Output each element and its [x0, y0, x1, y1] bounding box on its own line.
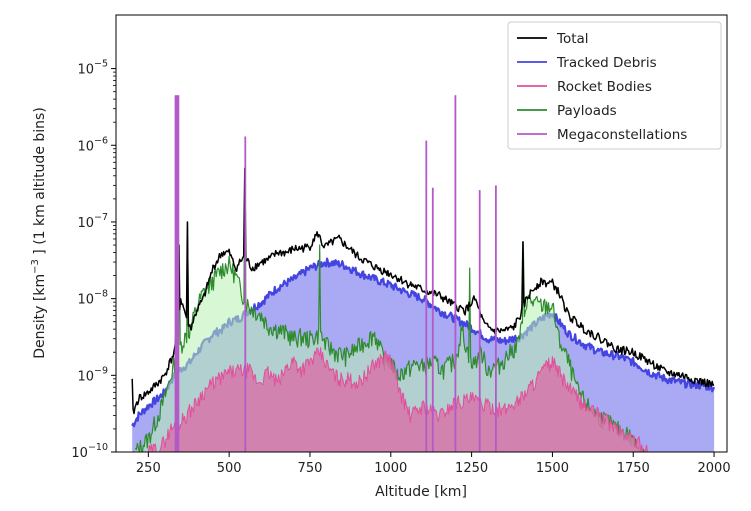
- x-axis-label: Altitude [km]: [375, 484, 467, 500]
- megaconstellation-spike: [495, 185, 497, 452]
- x-tick-label: 1250: [455, 461, 488, 476]
- legend-label: Rocket Bodies: [557, 79, 652, 95]
- x-tick-label: 750: [298, 461, 323, 476]
- x-tick-label: 2000: [698, 461, 731, 476]
- y-tick-label: 10−7: [77, 212, 108, 231]
- x-tick-label: 1000: [374, 461, 407, 476]
- megaconstellation-spike: [425, 140, 428, 452]
- megaconstellation-spike: [174, 95, 178, 452]
- legend-label: Total: [556, 31, 589, 47]
- y-axis-label-prefix: Density [km: [32, 274, 48, 359]
- megaconstellation-spike: [431, 187, 434, 452]
- rocket-bodies-area: [148, 347, 650, 452]
- y-tick-label: 10−9: [77, 365, 108, 384]
- megaconstellation-spike: [244, 136, 247, 452]
- x-tick-label: 500: [217, 461, 242, 476]
- series-layer: [131, 95, 716, 452]
- legend-label: Megaconstellations: [557, 127, 687, 143]
- x-axis: 250 500 750 1000 1250 1500 1750 2000: [136, 452, 731, 476]
- y-tick-label: 10−6: [77, 135, 108, 154]
- y-axis: 10−10 10−9 10−8 10−7 10−6 10−5: [71, 59, 116, 461]
- legend-box: [507, 21, 722, 150]
- y-tick-label: 10−5: [77, 59, 108, 78]
- y-tick-label: 10−10: [71, 442, 108, 461]
- rocket-bodies-line: [147, 347, 650, 452]
- x-tick-label: 1500: [536, 461, 569, 476]
- legend-label: Payloads: [557, 103, 617, 119]
- x-tick-label: 1750: [617, 461, 650, 476]
- legend-label: Tracked Debris: [556, 55, 657, 71]
- total-line: [131, 167, 715, 415]
- megaconstellation-spike: [176, 95, 180, 452]
- x-tick-label: 250: [136, 461, 161, 476]
- y-tick-label: 10−8: [77, 289, 108, 308]
- megaconstellation-spike: [478, 190, 481, 452]
- legend: Total Tracked Debris Rocket Bodies Payloads…: [507, 21, 722, 150]
- y-axis-label: Density [km−3 ] (1 km altitude bins): [30, 107, 48, 359]
- y-axis-label-suffix: ] (1 km altitude bins): [32, 107, 48, 259]
- megaconstellation-spike: [454, 95, 457, 452]
- y-axis-label-exp: −3: [30, 259, 41, 274]
